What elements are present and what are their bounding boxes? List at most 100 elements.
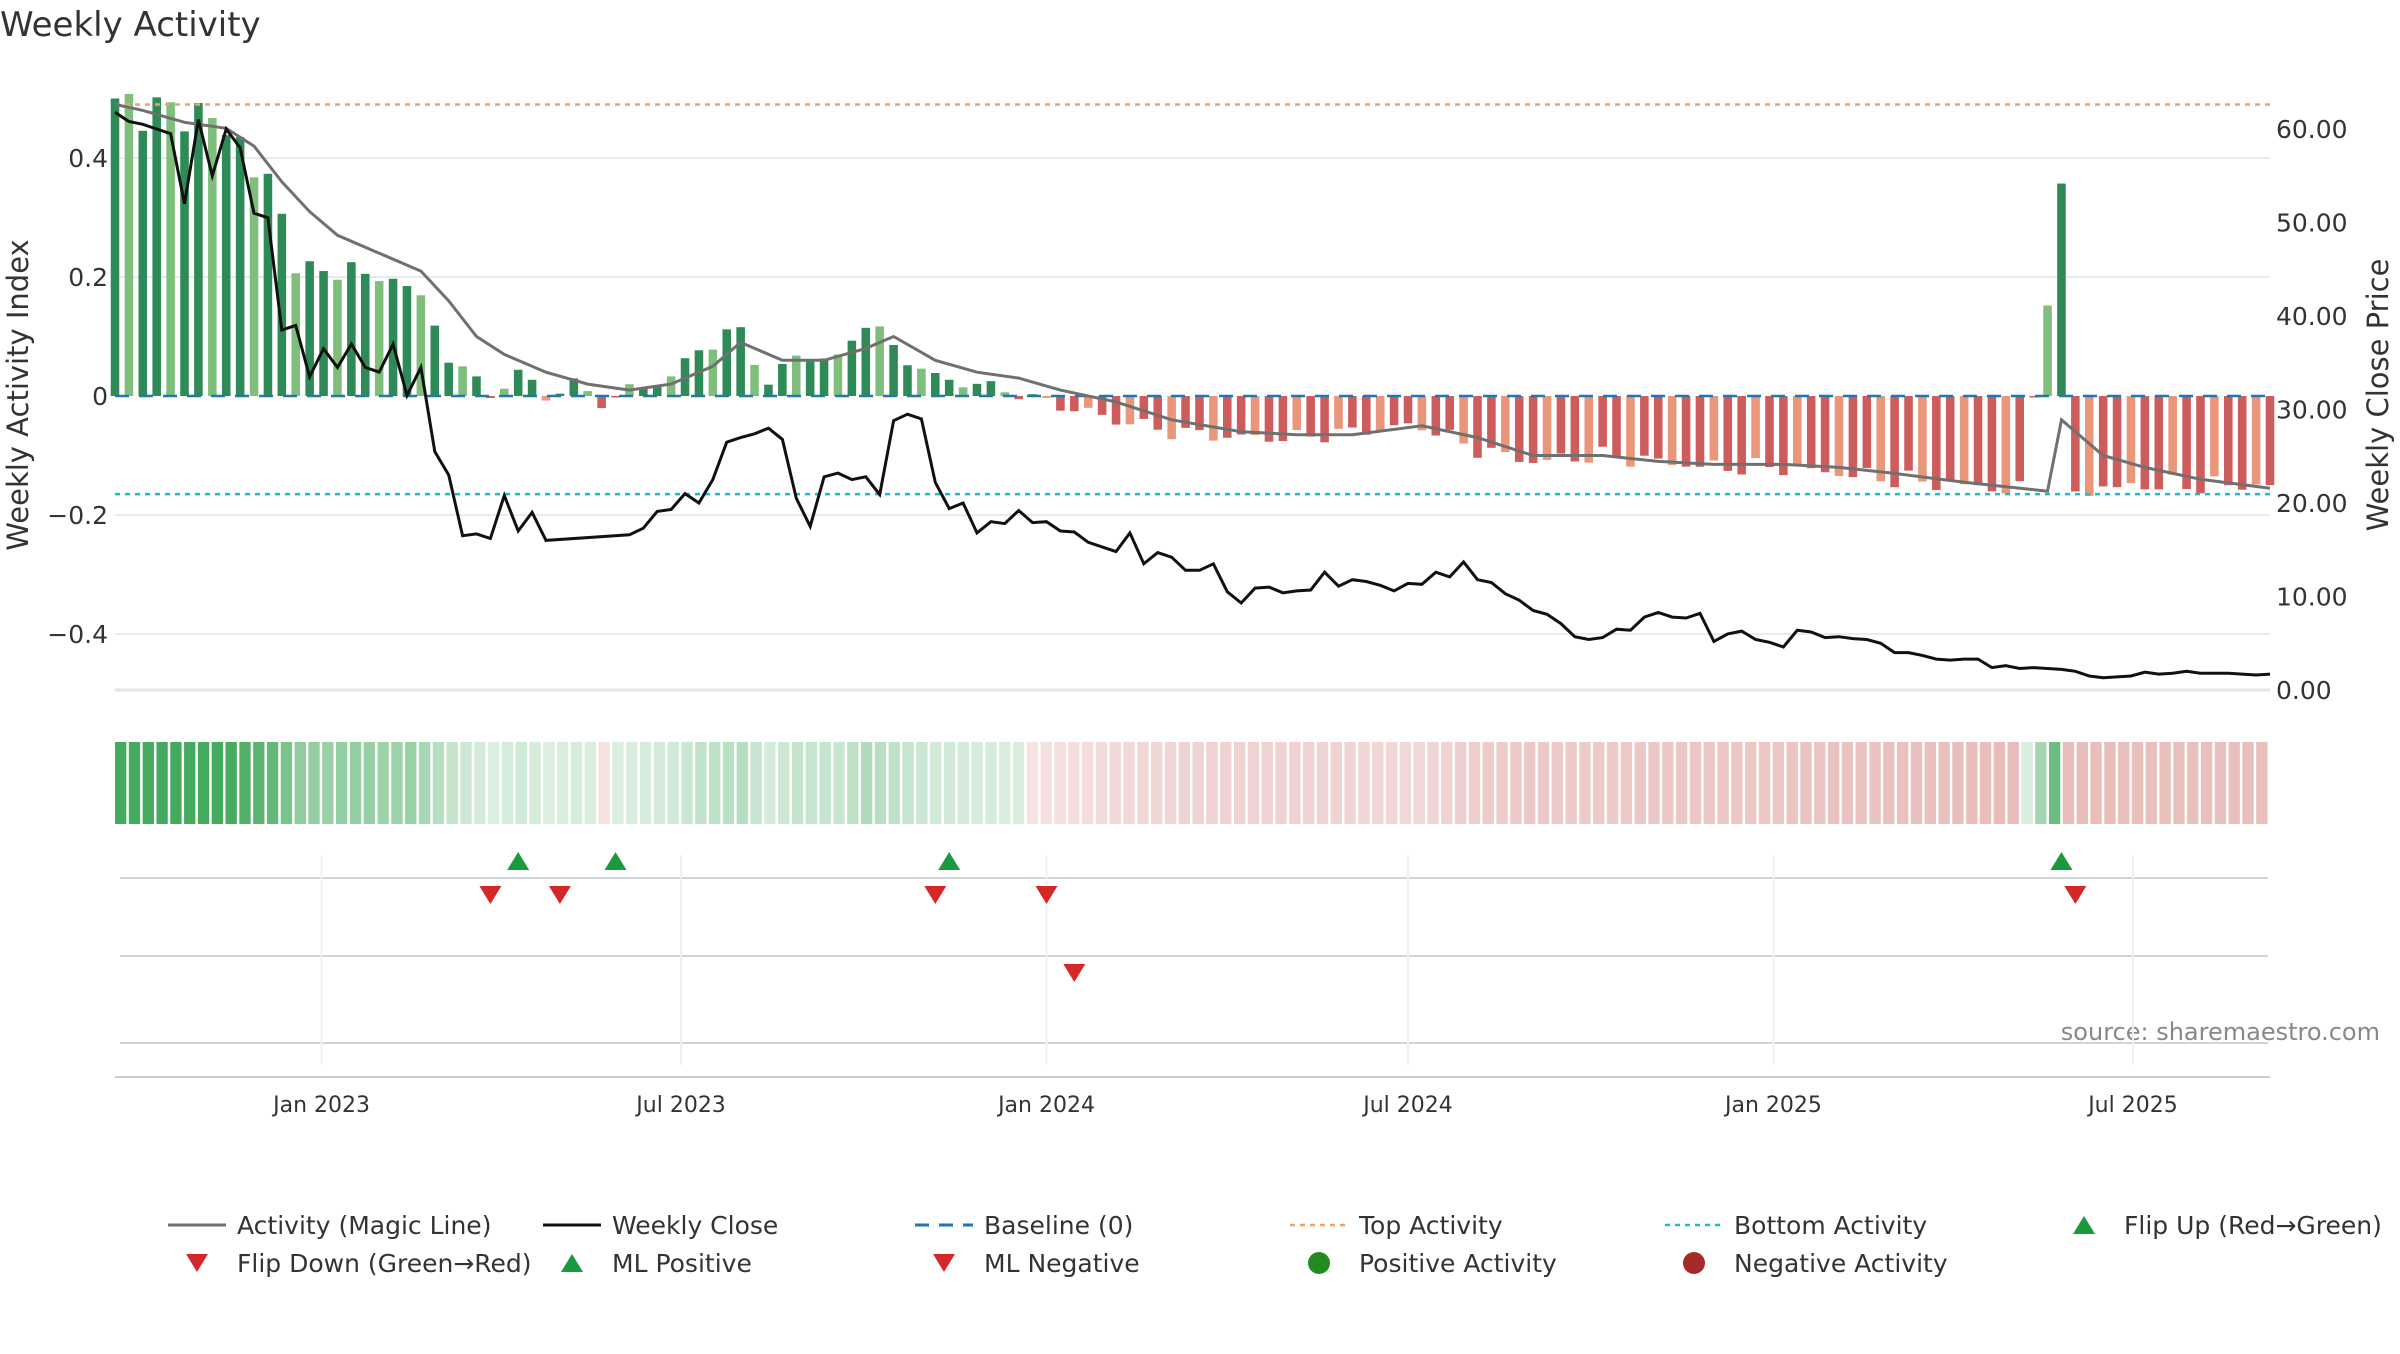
- strip-cell: [253, 742, 265, 824]
- strip-cell: [1026, 742, 1039, 824]
- activity-bar: [1250, 396, 1260, 436]
- strip-cell: [1758, 742, 1771, 824]
- flip-down-marker: [479, 886, 502, 904]
- strip-cell: [750, 742, 762, 824]
- activity-bar: [1806, 396, 1816, 469]
- legend-label: Weekly Close: [612, 1211, 778, 1240]
- activity-bar: [1097, 396, 1107, 415]
- strip-cell: [1427, 742, 1439, 824]
- strip-cell: [943, 742, 956, 824]
- strip-cell: [1883, 742, 1895, 824]
- activity-bar: [138, 130, 148, 396]
- strip-cell: [1109, 742, 1121, 824]
- strip-cell: [1606, 742, 1619, 824]
- legend-label: Bottom Activity: [1734, 1211, 1927, 1240]
- activity-bar: [486, 396, 495, 399]
- strip-cell: [1054, 742, 1066, 824]
- strip-cell: [1385, 742, 1398, 824]
- strip-cell: [543, 742, 555, 824]
- strip-cell: [1316, 742, 1329, 824]
- activity-bar: [2182, 396, 2191, 489]
- activity-bar: [360, 273, 370, 396]
- activity-bar: [1209, 396, 1218, 441]
- activity-bar: [1667, 396, 1677, 465]
- strip-cell: [1648, 742, 1660, 824]
- activity-strip: [115, 742, 2268, 824]
- strip-cell: [474, 742, 486, 824]
- activity-bar: [208, 118, 217, 397]
- strip-cell: [2062, 742, 2075, 824]
- strip-cell: [764, 742, 776, 824]
- strip-cell: [1151, 742, 1163, 824]
- strip-cell: [570, 742, 583, 824]
- legend-label: Top Activity: [1358, 1211, 1503, 1240]
- activity-bar: [2071, 396, 2080, 492]
- activity-bar: [1473, 396, 1482, 458]
- strip-cell: [916, 742, 928, 824]
- y-left-tick-label: 0.4: [68, 144, 108, 173]
- activity-bar: [1959, 396, 1969, 485]
- strip-cell: [1814, 742, 1826, 824]
- activity-bar: [972, 383, 982, 396]
- activity-bar: [1292, 396, 1302, 431]
- strip-cell: [1579, 742, 1591, 824]
- activity-bar: [1751, 396, 1760, 459]
- strip-cell: [1358, 742, 1370, 824]
- strip-cell: [667, 742, 679, 824]
- x-tick-label: Jul 2024: [1361, 1093, 1453, 1118]
- activity-bar: [1417, 396, 1427, 431]
- strip-cell: [1524, 742, 1536, 824]
- strip-cell: [971, 742, 983, 824]
- strip-cell: [2228, 742, 2240, 824]
- activity-bar: [333, 279, 342, 396]
- strip-cell: [736, 742, 748, 824]
- strip-cell: [1081, 742, 1094, 824]
- activity-bar: [2210, 396, 2219, 477]
- strip-cell: [653, 742, 666, 824]
- x-tick-label: Jan 2025: [1723, 1093, 1822, 1118]
- activity-bar: [1487, 396, 1496, 448]
- activity-bar: [1042, 396, 1051, 398]
- strip-cell: [363, 742, 375, 824]
- strip-cell: [1634, 742, 1646, 824]
- strip-cell: [695, 742, 707, 824]
- strip-cell: [1620, 742, 1633, 824]
- magic-line-series: [114, 102, 2271, 493]
- strip-cell: [985, 742, 997, 824]
- grid-lines: [115, 157, 2270, 692]
- activity-bar: [2015, 396, 2025, 482]
- strip-cell: [888, 742, 900, 824]
- activity-bar: [458, 366, 467, 396]
- strip-cell: [1344, 742, 1356, 824]
- activity-bar: [1598, 396, 1607, 447]
- activity-bar: [1765, 396, 1774, 468]
- x-tick-label: Jul 2023: [634, 1093, 726, 1118]
- activity-bar: [2196, 396, 2205, 494]
- activity-bar: [1681, 396, 1691, 467]
- activity-bar: [889, 344, 898, 396]
- legend-symbol: [186, 1254, 208, 1272]
- activity-bar: [1584, 396, 1594, 463]
- activity-bar: [2265, 396, 2275, 486]
- activity-bar: [1695, 396, 1705, 467]
- strip-cell: [1841, 742, 1854, 824]
- legend-label: Baseline (0): [984, 1211, 1133, 1240]
- activity-bar: [1125, 396, 1135, 425]
- strip-cell: [2200, 742, 2213, 824]
- activity-bar: [291, 273, 301, 396]
- legend-symbol: [561, 1254, 583, 1272]
- strip-cell: [487, 742, 500, 824]
- activity-bar: [1973, 396, 1983, 486]
- strip-cell: [584, 742, 597, 824]
- y-right-tick-label: 20.00: [2276, 489, 2348, 518]
- x-axis: Jan 2023 Jul 2023 Jan 2024 Jul 2024 Jan 2025…: [115, 1076, 2270, 1118]
- strip-cell: [2035, 742, 2047, 824]
- activity-bar: [903, 365, 912, 396]
- strip-cell: [460, 742, 472, 824]
- strip-cell: [1123, 742, 1135, 824]
- activity-bar: [917, 368, 926, 396]
- activity-bar: [1403, 396, 1413, 424]
- activity-bar: [1862, 396, 1872, 468]
- activity-bar: [1723, 396, 1733, 471]
